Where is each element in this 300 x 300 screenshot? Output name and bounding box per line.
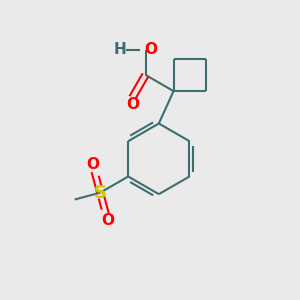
Text: O: O	[101, 213, 114, 228]
Text: H: H	[113, 42, 126, 57]
Text: O: O	[126, 97, 139, 112]
Text: O: O	[86, 157, 100, 172]
Text: O: O	[144, 42, 157, 57]
Text: S: S	[94, 184, 107, 202]
